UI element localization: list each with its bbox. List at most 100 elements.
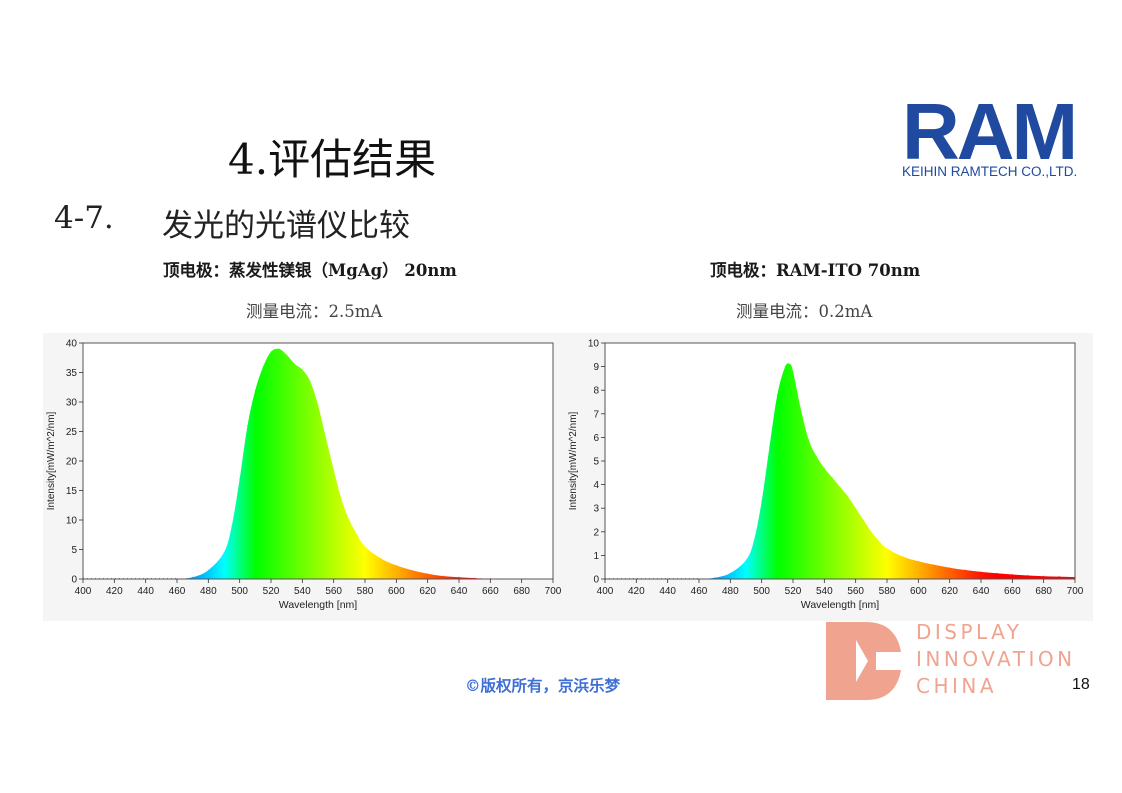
x-tick-label: 700 xyxy=(1067,586,1084,597)
x-tick-label: 400 xyxy=(597,586,614,597)
chart-caption-left: 顶电极：蒸发性镁银（MgAg） 20nm xyxy=(163,261,457,280)
spectrum-chart-mgag-svg: 400 420 440 460 480 500 520 540 560 580 600 620 640 6… xyxy=(46,339,562,612)
data-point xyxy=(714,577,716,579)
y-tick-label: 7 xyxy=(593,409,599,420)
data-point xyxy=(886,547,888,549)
data-point xyxy=(239,478,241,480)
data-point xyxy=(1043,575,1045,577)
y-axis-label: Intensity[mW/m^2/nm] xyxy=(568,411,579,510)
data-point xyxy=(246,425,249,427)
x-tick-label: 680 xyxy=(513,586,530,597)
x-tick-label: 440 xyxy=(137,586,154,597)
data-point xyxy=(458,576,460,578)
data-point xyxy=(278,348,280,350)
copyright-notice: ©版权所有，京浜乐梦 xyxy=(465,676,621,695)
data-point xyxy=(309,380,311,382)
data-point xyxy=(800,408,802,410)
data-point xyxy=(364,546,366,548)
y-tick-label: 25 xyxy=(66,427,78,438)
x-tick-label: 620 xyxy=(419,586,436,597)
x-axis-label: Wavelength [nm] xyxy=(279,599,357,611)
data-point xyxy=(831,476,833,479)
y-tick-label: 35 xyxy=(66,368,78,379)
data-point xyxy=(729,572,731,574)
section-title: 发光的光谱仪比较 xyxy=(162,208,410,244)
data-point xyxy=(333,469,335,471)
data-point xyxy=(949,567,951,569)
x-tick-label: 520 xyxy=(785,586,802,597)
brand-line-display: DISPLAY xyxy=(916,620,1023,644)
data-point xyxy=(192,576,194,578)
data-point xyxy=(933,564,935,566)
data-point xyxy=(792,370,794,372)
data-point xyxy=(254,389,256,391)
data-point xyxy=(231,525,233,527)
x-tick-label: 560 xyxy=(847,586,864,597)
data-point xyxy=(745,559,747,561)
spectrum-chart-mgag: 400 420 440 460 480 500 520 540 560 580 600 620 640 6… xyxy=(43,333,571,621)
spectrum-area xyxy=(699,363,1075,579)
y-tick-label: 30 xyxy=(66,398,78,409)
data-point xyxy=(917,560,919,562)
data-point xyxy=(768,446,771,448)
data-point xyxy=(964,569,966,571)
y-tick-label: 1 xyxy=(593,551,599,562)
data-point xyxy=(1027,574,1029,577)
company-name: KEIHIN RAMTECH CO.,LTD. xyxy=(902,164,1078,179)
data-point xyxy=(411,569,413,571)
ram-logo: RAM xyxy=(902,87,1078,176)
y-tick-label: 10 xyxy=(66,516,78,527)
chart-caption-right: 顶电极：RAM-ITO 70nm xyxy=(710,261,921,280)
data-point xyxy=(207,569,209,571)
chart-current-right: 测量电流：0.2mA xyxy=(736,302,873,321)
data-point xyxy=(878,540,880,542)
data-point xyxy=(1011,573,1013,576)
data-point xyxy=(348,519,350,521)
spectrum-chart-ito: 400 420 440 460 480 500 520 540 560 580 600 620 640 6… xyxy=(565,333,1093,621)
y-axis-label: Intensity[mW/m^2/nm] xyxy=(46,411,57,510)
data-point xyxy=(1058,576,1060,578)
x-tick-label: 560 xyxy=(325,586,342,597)
data-point xyxy=(442,575,444,577)
y-tick-label: 5 xyxy=(593,457,599,468)
x-tick-label: 600 xyxy=(388,586,405,597)
y-tick-label: 8 xyxy=(593,386,599,397)
y-tick-label: 6 xyxy=(593,433,599,444)
x-tick-label: 520 xyxy=(263,586,280,597)
x-tick-label: 500 xyxy=(231,586,248,597)
y-tick-label: 20 xyxy=(66,457,78,468)
data-point xyxy=(776,394,778,396)
page-number: 18 xyxy=(1072,676,1090,693)
data-point xyxy=(847,495,849,497)
y-tick-label: 3 xyxy=(593,504,599,515)
y-tick-label: 4 xyxy=(593,480,599,491)
x-tick-label: 500 xyxy=(753,586,770,597)
y-tick-label: 9 xyxy=(593,362,599,373)
y-tick-label: 2 xyxy=(593,527,599,538)
data-point xyxy=(789,363,791,365)
page-title: 4.评估结果 xyxy=(228,135,437,184)
x-tick-label: 640 xyxy=(451,586,468,597)
data-point xyxy=(753,540,755,542)
brand-line-innovation: INNOVATION xyxy=(916,647,1076,671)
x-tick-label: 460 xyxy=(169,586,186,597)
x-tick-label: 580 xyxy=(357,586,374,597)
spectrum-chart-ito-svg: 400 420 440 460 480 500 520 540 560 580 600 620 640 6… xyxy=(568,339,1084,612)
y-tick-label: 15 xyxy=(66,486,78,497)
data-point xyxy=(325,436,327,438)
section-number: 4-7. xyxy=(54,200,114,236)
x-tick-label: 660 xyxy=(1004,586,1021,597)
x-tick-label: 660 xyxy=(482,586,499,597)
data-point xyxy=(808,439,810,441)
x-tick-label: 680 xyxy=(1035,586,1052,597)
spectrum-area xyxy=(177,348,499,579)
data-point xyxy=(862,519,865,521)
y-tick-label: 40 xyxy=(66,339,78,350)
x-tick-label: 440 xyxy=(659,586,676,597)
data-point xyxy=(356,534,358,536)
x-tick-label: 600 xyxy=(910,586,927,597)
data-point xyxy=(474,577,476,579)
data-point xyxy=(293,363,296,365)
x-tick-label: 480 xyxy=(200,586,217,597)
brand-line-china: CHINA xyxy=(916,674,998,698)
